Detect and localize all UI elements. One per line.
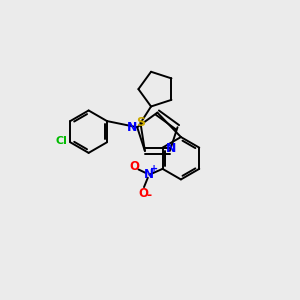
Text: -: - bbox=[147, 189, 152, 202]
Text: O: O bbox=[129, 160, 139, 173]
Text: Cl: Cl bbox=[56, 136, 68, 146]
Text: N: N bbox=[166, 142, 176, 154]
Text: N: N bbox=[144, 168, 154, 181]
Text: N: N bbox=[127, 121, 137, 134]
Text: S: S bbox=[136, 116, 145, 130]
Text: +: + bbox=[150, 164, 158, 174]
Text: O: O bbox=[138, 188, 148, 200]
